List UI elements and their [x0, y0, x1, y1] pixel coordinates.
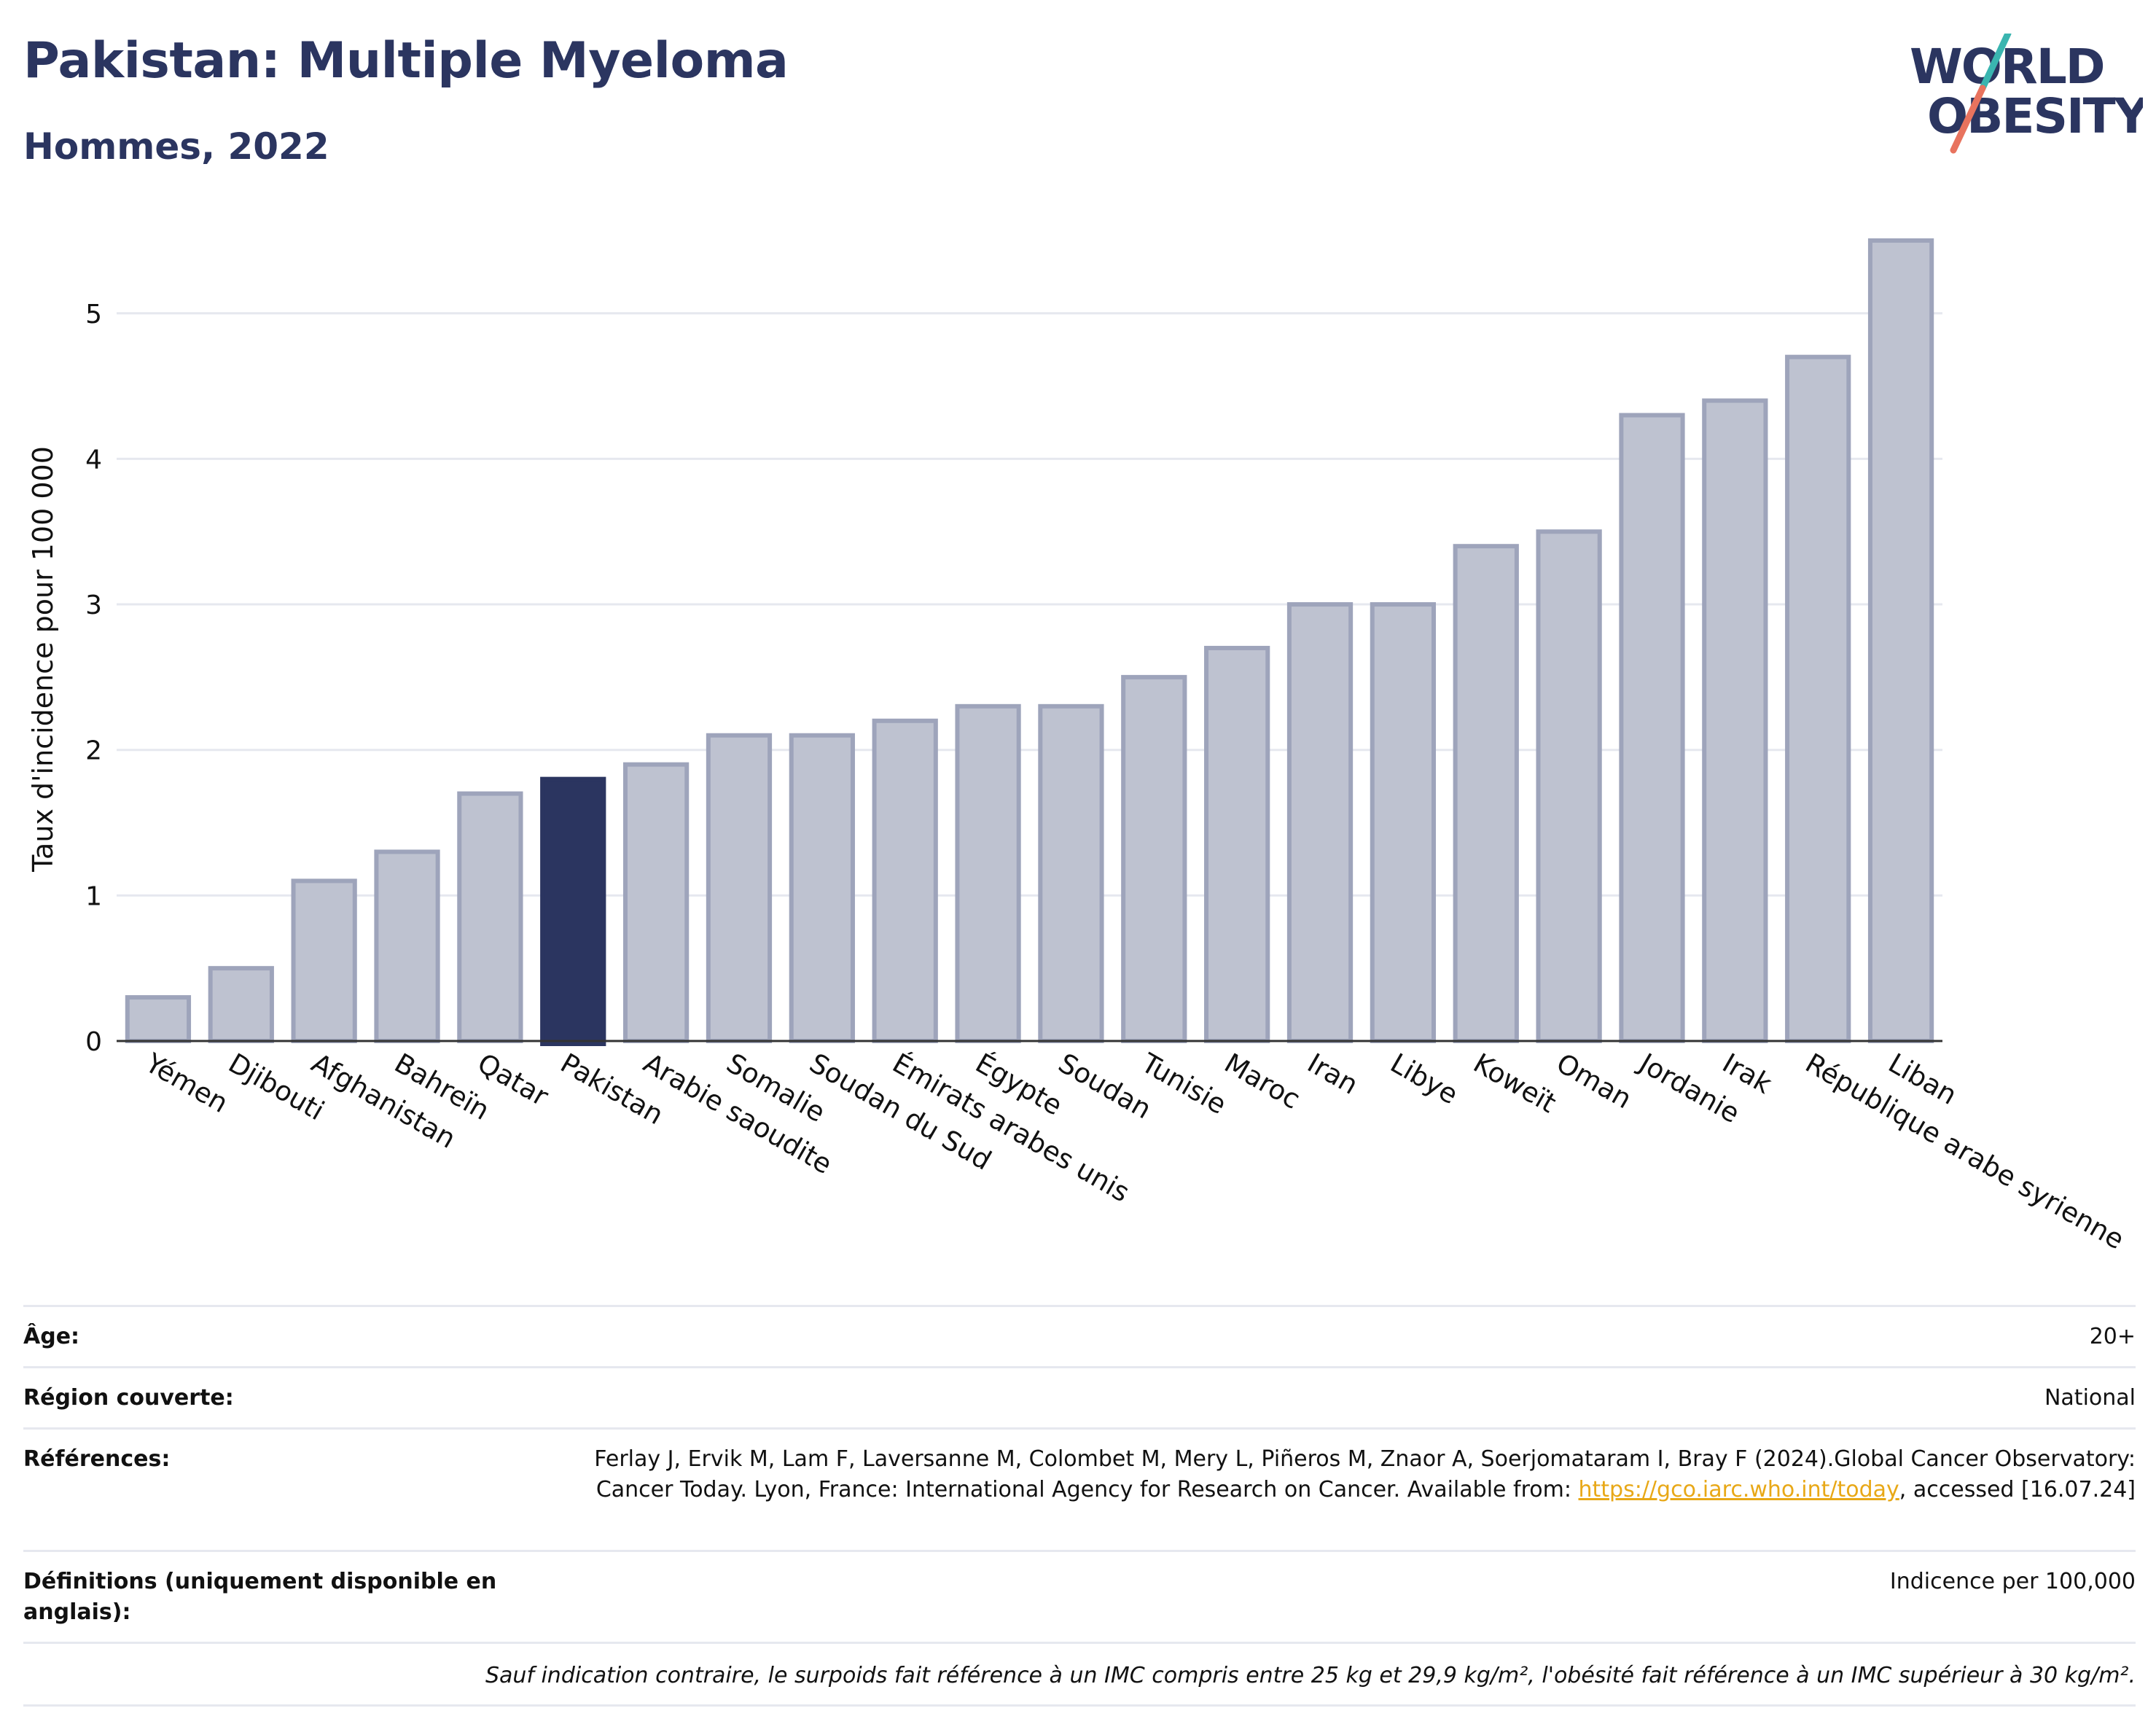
- bar-afghanistan: [291, 878, 357, 1044]
- bar-maroc: [1204, 645, 1270, 1043]
- x-tick-label: Yémen: [140, 1047, 234, 1119]
- logo-slash-coral: [1950, 85, 1986, 154]
- references-label: Références:: [23, 1446, 171, 1472]
- bar-égypte: [955, 703, 1021, 1043]
- definitions-label: Définitions (uniquement disponible en an…: [23, 1569, 497, 1625]
- bar-arabie-saoudite: [622, 762, 690, 1044]
- references-link[interactable]: https://gco.iarc.who.int/today: [1578, 1477, 1899, 1502]
- page-subtitle: Hommes, 2022: [23, 125, 329, 168]
- x-tick-label: Libye: [1385, 1048, 1463, 1111]
- logo-line1: WORLD: [1910, 39, 2104, 95]
- age-label: Âge:: [23, 1324, 80, 1349]
- meta-row-age: Âge: 20+: [23, 1305, 2136, 1366]
- bar-tunisie: [1121, 674, 1187, 1043]
- bar-somalie: [706, 733, 773, 1043]
- references-text: Ferlay J, Ervik M, Lam F, Laversanne M, …: [594, 1446, 2136, 1502]
- bar-pakistan: [540, 776, 606, 1047]
- bar-république-arabe-syrienne: [1785, 354, 1851, 1044]
- bar-yémen: [125, 995, 192, 1044]
- x-tick-label: République arabe syrienne: [1800, 1048, 2130, 1256]
- footnote: Sauf indication contraire, le surpoids f…: [23, 1642, 2136, 1707]
- bar-liban: [1867, 238, 1934, 1043]
- bars: [125, 238, 1934, 1047]
- x-tick-label: Maroc: [1219, 1048, 1305, 1115]
- x-tick-label: Iran: [1302, 1048, 1364, 1101]
- bar-jordanie: [1619, 413, 1685, 1043]
- page-title: Pakistan: Multiple Myeloma: [23, 32, 789, 90]
- metadata-table: Âge: 20+ Région couverte: National Référ…: [23, 1305, 2136, 1707]
- x-tick-label: Koweït: [1468, 1048, 1561, 1120]
- world-obesity-logo: WORLD OBESITY: [1910, 34, 2143, 154]
- y-tick-labels: 0 1 2 3 4 5: [85, 300, 102, 1057]
- bar-émirats-arabes-unis: [872, 718, 938, 1043]
- bar-iran: [1286, 602, 1354, 1043]
- bar-soudan-du-sud: [789, 733, 855, 1043]
- y-tick-label: 3: [85, 590, 102, 620]
- definitions-value: Indicence per 100,000: [1889, 1569, 2136, 1594]
- y-tick-label: 4: [85, 445, 102, 475]
- bar-bahreïn: [374, 849, 440, 1044]
- age-value: 20+: [2089, 1324, 2136, 1349]
- meta-row-region: Région couverte: National: [23, 1366, 2136, 1427]
- y-tick-label: 2: [85, 736, 102, 766]
- bar-chart: 0 1 2 3 4 5 YémenDjiboutiAfghanistanBahreïnQa…: [27, 238, 2130, 1256]
- x-tick-label: Oman: [1551, 1048, 1637, 1115]
- x-tick-label: Soudan: [1053, 1048, 1157, 1126]
- bar-djibouti: [208, 966, 274, 1044]
- bar-irak: [1702, 398, 1768, 1043]
- x-tick-label: Djibouti: [223, 1048, 329, 1127]
- meta-row-references: Références: Ferlay J, Ervik M, Lam F, La…: [23, 1427, 2136, 1550]
- y-tick-label: 1: [85, 881, 102, 911]
- region-value: National: [2044, 1385, 2136, 1411]
- y-tick-label: 0: [85, 1027, 102, 1057]
- references-value: Ferlay J, Ervik M, Lam F, Laversanne M, …: [569, 1444, 2136, 1550]
- bar-soudan: [1038, 703, 1104, 1043]
- references-tail: , accessed [16.07.24]: [1899, 1477, 2136, 1502]
- meta-row-definitions: Définitions (uniquement disponible en an…: [23, 1550, 2136, 1642]
- y-axis-label: Taux d'incidence pour 100 000: [27, 446, 59, 873]
- y-tick-label: 5: [85, 300, 102, 330]
- bar-koweït: [1453, 544, 1519, 1043]
- bar-oman: [1536, 529, 1602, 1043]
- region-label: Région couverte:: [23, 1385, 234, 1411]
- bar-qatar: [457, 791, 523, 1044]
- bar-libye: [1370, 602, 1437, 1043]
- logo-slash-teal: [1979, 34, 2012, 92]
